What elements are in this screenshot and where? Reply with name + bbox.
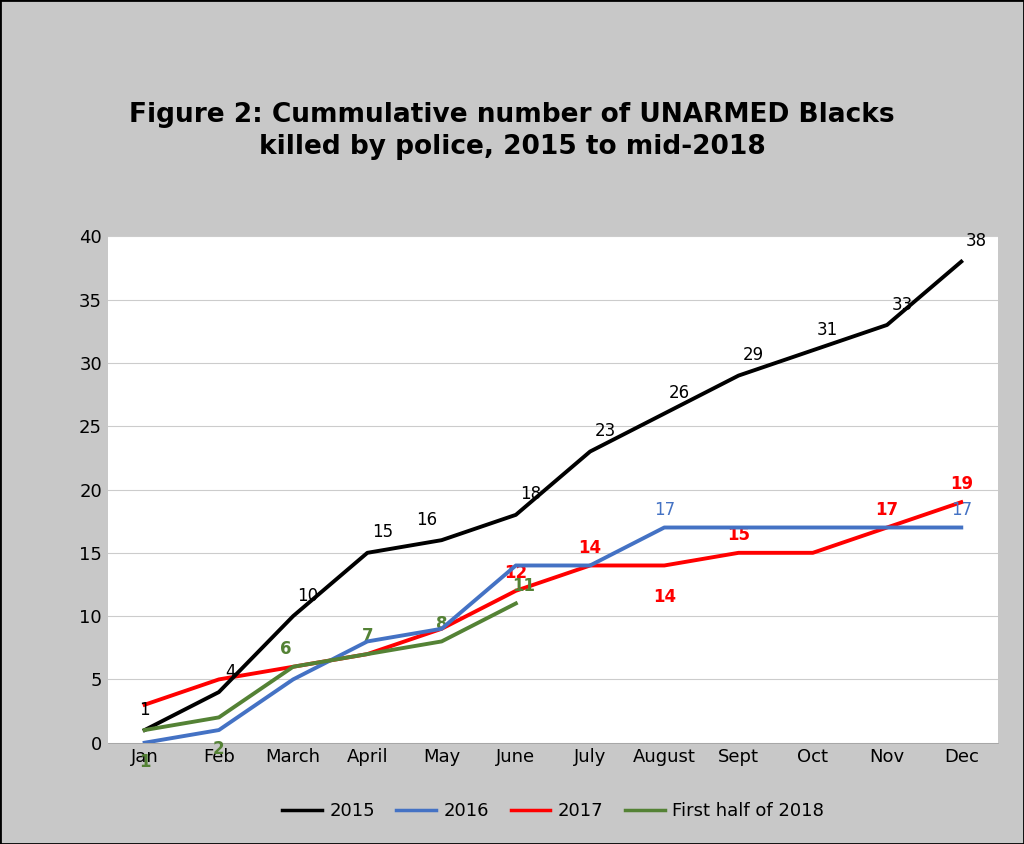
Text: 19: 19 [949, 475, 973, 493]
Text: 17: 17 [876, 500, 899, 518]
Text: 23: 23 [594, 422, 615, 440]
Text: 1: 1 [139, 753, 151, 771]
Text: 31: 31 [817, 321, 839, 338]
Text: 18: 18 [520, 485, 542, 503]
Text: 8: 8 [436, 614, 447, 633]
Text: 7: 7 [361, 627, 373, 645]
Text: 38: 38 [966, 232, 987, 250]
Text: 12: 12 [504, 564, 527, 582]
Text: 33: 33 [891, 295, 912, 314]
Text: 2: 2 [213, 740, 224, 758]
Text: 15: 15 [372, 523, 393, 542]
Text: 14: 14 [579, 538, 602, 557]
Text: 16: 16 [416, 511, 437, 528]
Text: 26: 26 [669, 384, 690, 403]
Text: 17: 17 [653, 500, 675, 518]
Text: 14: 14 [652, 588, 676, 606]
Text: 17: 17 [877, 500, 898, 518]
Text: 15: 15 [727, 526, 750, 544]
Text: 29: 29 [742, 346, 764, 365]
Text: 10: 10 [297, 587, 318, 604]
Text: 11: 11 [512, 576, 535, 594]
Legend: 2015, 2016, 2017, First half of 2018: 2015, 2016, 2017, First half of 2018 [275, 795, 830, 827]
Text: 4: 4 [224, 663, 236, 680]
Text: 6: 6 [280, 640, 292, 658]
Text: 17: 17 [950, 500, 972, 518]
Text: Figure 2: Cummulative number of UNARMED Blacks
killed by police, 2015 to mid-201: Figure 2: Cummulative number of UNARMED … [129, 102, 895, 160]
Text: 1: 1 [139, 701, 150, 718]
